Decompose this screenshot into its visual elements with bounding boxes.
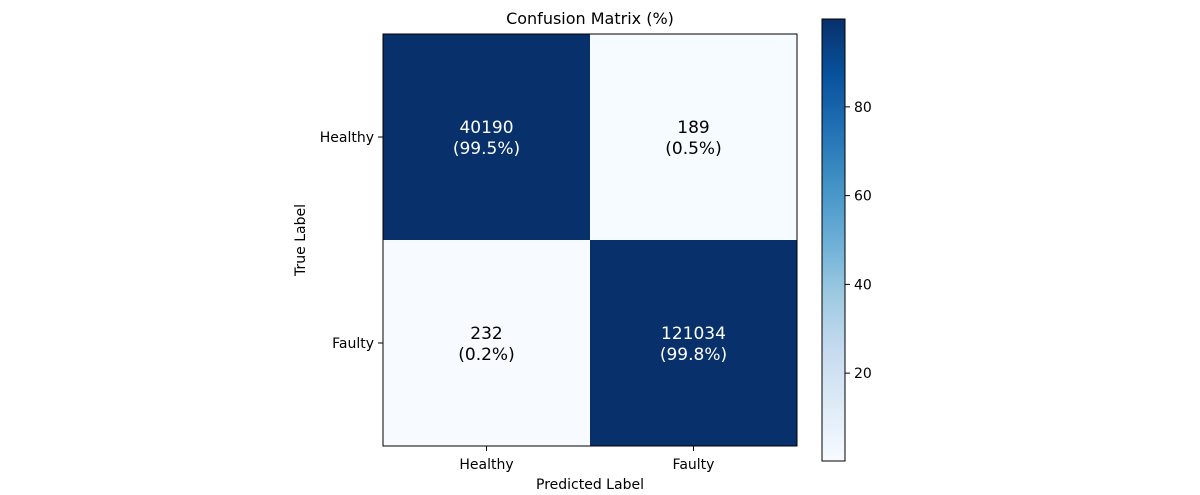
cell-percent-label: (99.5%): [453, 139, 520, 159]
heatmap-cells: 40190(99.5%) 189(0.5%) 232(0.2%) 121034(99.…: [383, 34, 797, 446]
cell-percent-label: (99.8%): [660, 345, 727, 365]
heatmap-cell: [383, 34, 590, 240]
colorbar-tick-label: 20: [854, 366, 872, 382]
heatmap-cell: [590, 34, 797, 240]
cell-count-label: 40190: [459, 118, 513, 138]
x-tick-label: Faulty: [673, 457, 715, 473]
x-tick-label: Healthy: [459, 457, 513, 473]
heatmap-cell: [383, 240, 590, 446]
cell-percent-label: (0.5%): [665, 139, 721, 159]
colorbar-ticks: 20 40 60 80: [845, 100, 872, 382]
y-axis-ticks: Healthy Faulty: [320, 130, 383, 352]
colorbar: [821, 18, 846, 462]
y-tick-label: Faulty: [332, 336, 374, 352]
chart-title: Confusion Matrix (%): [506, 9, 674, 28]
cell-count-label: 189: [677, 118, 709, 138]
y-tick-label: Healthy: [320, 130, 374, 146]
cell-percent-label: (0.2%): [458, 345, 514, 365]
cell-count-label: 232: [470, 324, 502, 344]
heatmap-cell: [590, 240, 797, 446]
x-axis-ticks: Healthy Faulty: [459, 446, 714, 473]
colorbar-tick-label: 60: [854, 189, 872, 205]
plot-frame: [382, 33, 798, 447]
x-axis-label: Predicted Label: [536, 477, 644, 493]
colorbar-tick-label: 40: [854, 277, 872, 293]
colorbar-tick-label: 80: [854, 100, 872, 116]
y-axis-label: True Label: [293, 204, 309, 277]
cell-count-label: 121034: [661, 324, 726, 344]
